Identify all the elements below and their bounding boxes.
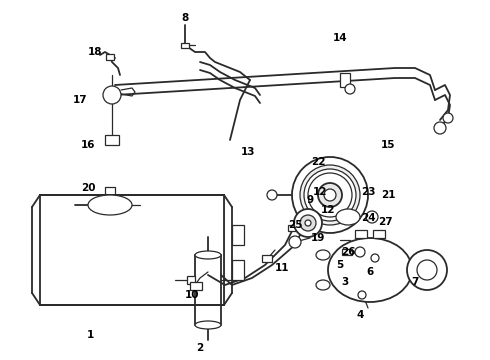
Ellipse shape: [328, 238, 412, 302]
Circle shape: [308, 173, 352, 217]
Text: 7: 7: [411, 277, 418, 287]
Circle shape: [407, 250, 447, 290]
Ellipse shape: [336, 209, 360, 225]
Text: 3: 3: [342, 277, 348, 287]
Circle shape: [318, 183, 342, 207]
Circle shape: [443, 113, 453, 123]
Text: 1: 1: [86, 330, 94, 340]
Circle shape: [345, 84, 355, 94]
Text: 2: 2: [196, 343, 204, 353]
Bar: [288, 225, 297, 231]
Ellipse shape: [316, 250, 330, 260]
Circle shape: [300, 165, 360, 225]
Circle shape: [355, 247, 365, 257]
Ellipse shape: [88, 195, 132, 215]
Text: 15: 15: [381, 140, 395, 150]
Bar: [40, 195, 224, 305]
Circle shape: [305, 220, 311, 226]
Ellipse shape: [316, 280, 330, 290]
Circle shape: [434, 122, 446, 134]
Bar: [262, 255, 272, 262]
Bar: [181, 43, 189, 48]
Bar: [340, 73, 350, 87]
Text: 21: 21: [381, 190, 395, 200]
Text: 24: 24: [361, 213, 375, 223]
Circle shape: [300, 215, 316, 231]
Text: 26: 26: [341, 247, 355, 257]
Bar: [106, 54, 114, 60]
Text: 6: 6: [367, 267, 374, 277]
Circle shape: [103, 86, 121, 104]
Text: 19: 19: [311, 233, 325, 243]
Text: 17: 17: [73, 95, 87, 105]
Text: 10: 10: [185, 290, 199, 300]
Bar: [187, 276, 195, 284]
Circle shape: [417, 260, 437, 280]
Bar: [190, 282, 202, 290]
Text: 13: 13: [241, 147, 255, 157]
Text: 12: 12: [321, 205, 335, 215]
Bar: [232, 225, 244, 245]
Circle shape: [292, 157, 368, 233]
Ellipse shape: [195, 251, 221, 259]
Text: 22: 22: [311, 157, 325, 167]
Circle shape: [366, 211, 378, 223]
Bar: [373, 230, 385, 238]
Circle shape: [304, 169, 356, 221]
Text: 11: 11: [275, 263, 289, 273]
Text: 18: 18: [88, 47, 102, 57]
Text: 25: 25: [288, 220, 302, 230]
Bar: [232, 260, 244, 280]
Text: 14: 14: [333, 33, 347, 43]
Circle shape: [371, 254, 379, 262]
Text: 5: 5: [336, 260, 343, 270]
Ellipse shape: [410, 265, 424, 275]
Text: 4: 4: [356, 310, 364, 320]
Text: 9: 9: [306, 195, 314, 205]
Bar: [355, 230, 367, 238]
Circle shape: [324, 189, 336, 201]
Text: 16: 16: [81, 140, 95, 150]
Ellipse shape: [195, 321, 221, 329]
Text: 12: 12: [313, 187, 327, 197]
Circle shape: [289, 236, 301, 248]
Circle shape: [267, 190, 277, 200]
Text: 23: 23: [361, 187, 375, 197]
Bar: [105, 135, 119, 145]
Bar: [342, 249, 352, 255]
Text: 20: 20: [81, 183, 95, 193]
Text: 8: 8: [181, 13, 189, 23]
Circle shape: [294, 209, 322, 237]
Circle shape: [358, 291, 366, 299]
Text: 27: 27: [378, 217, 392, 227]
